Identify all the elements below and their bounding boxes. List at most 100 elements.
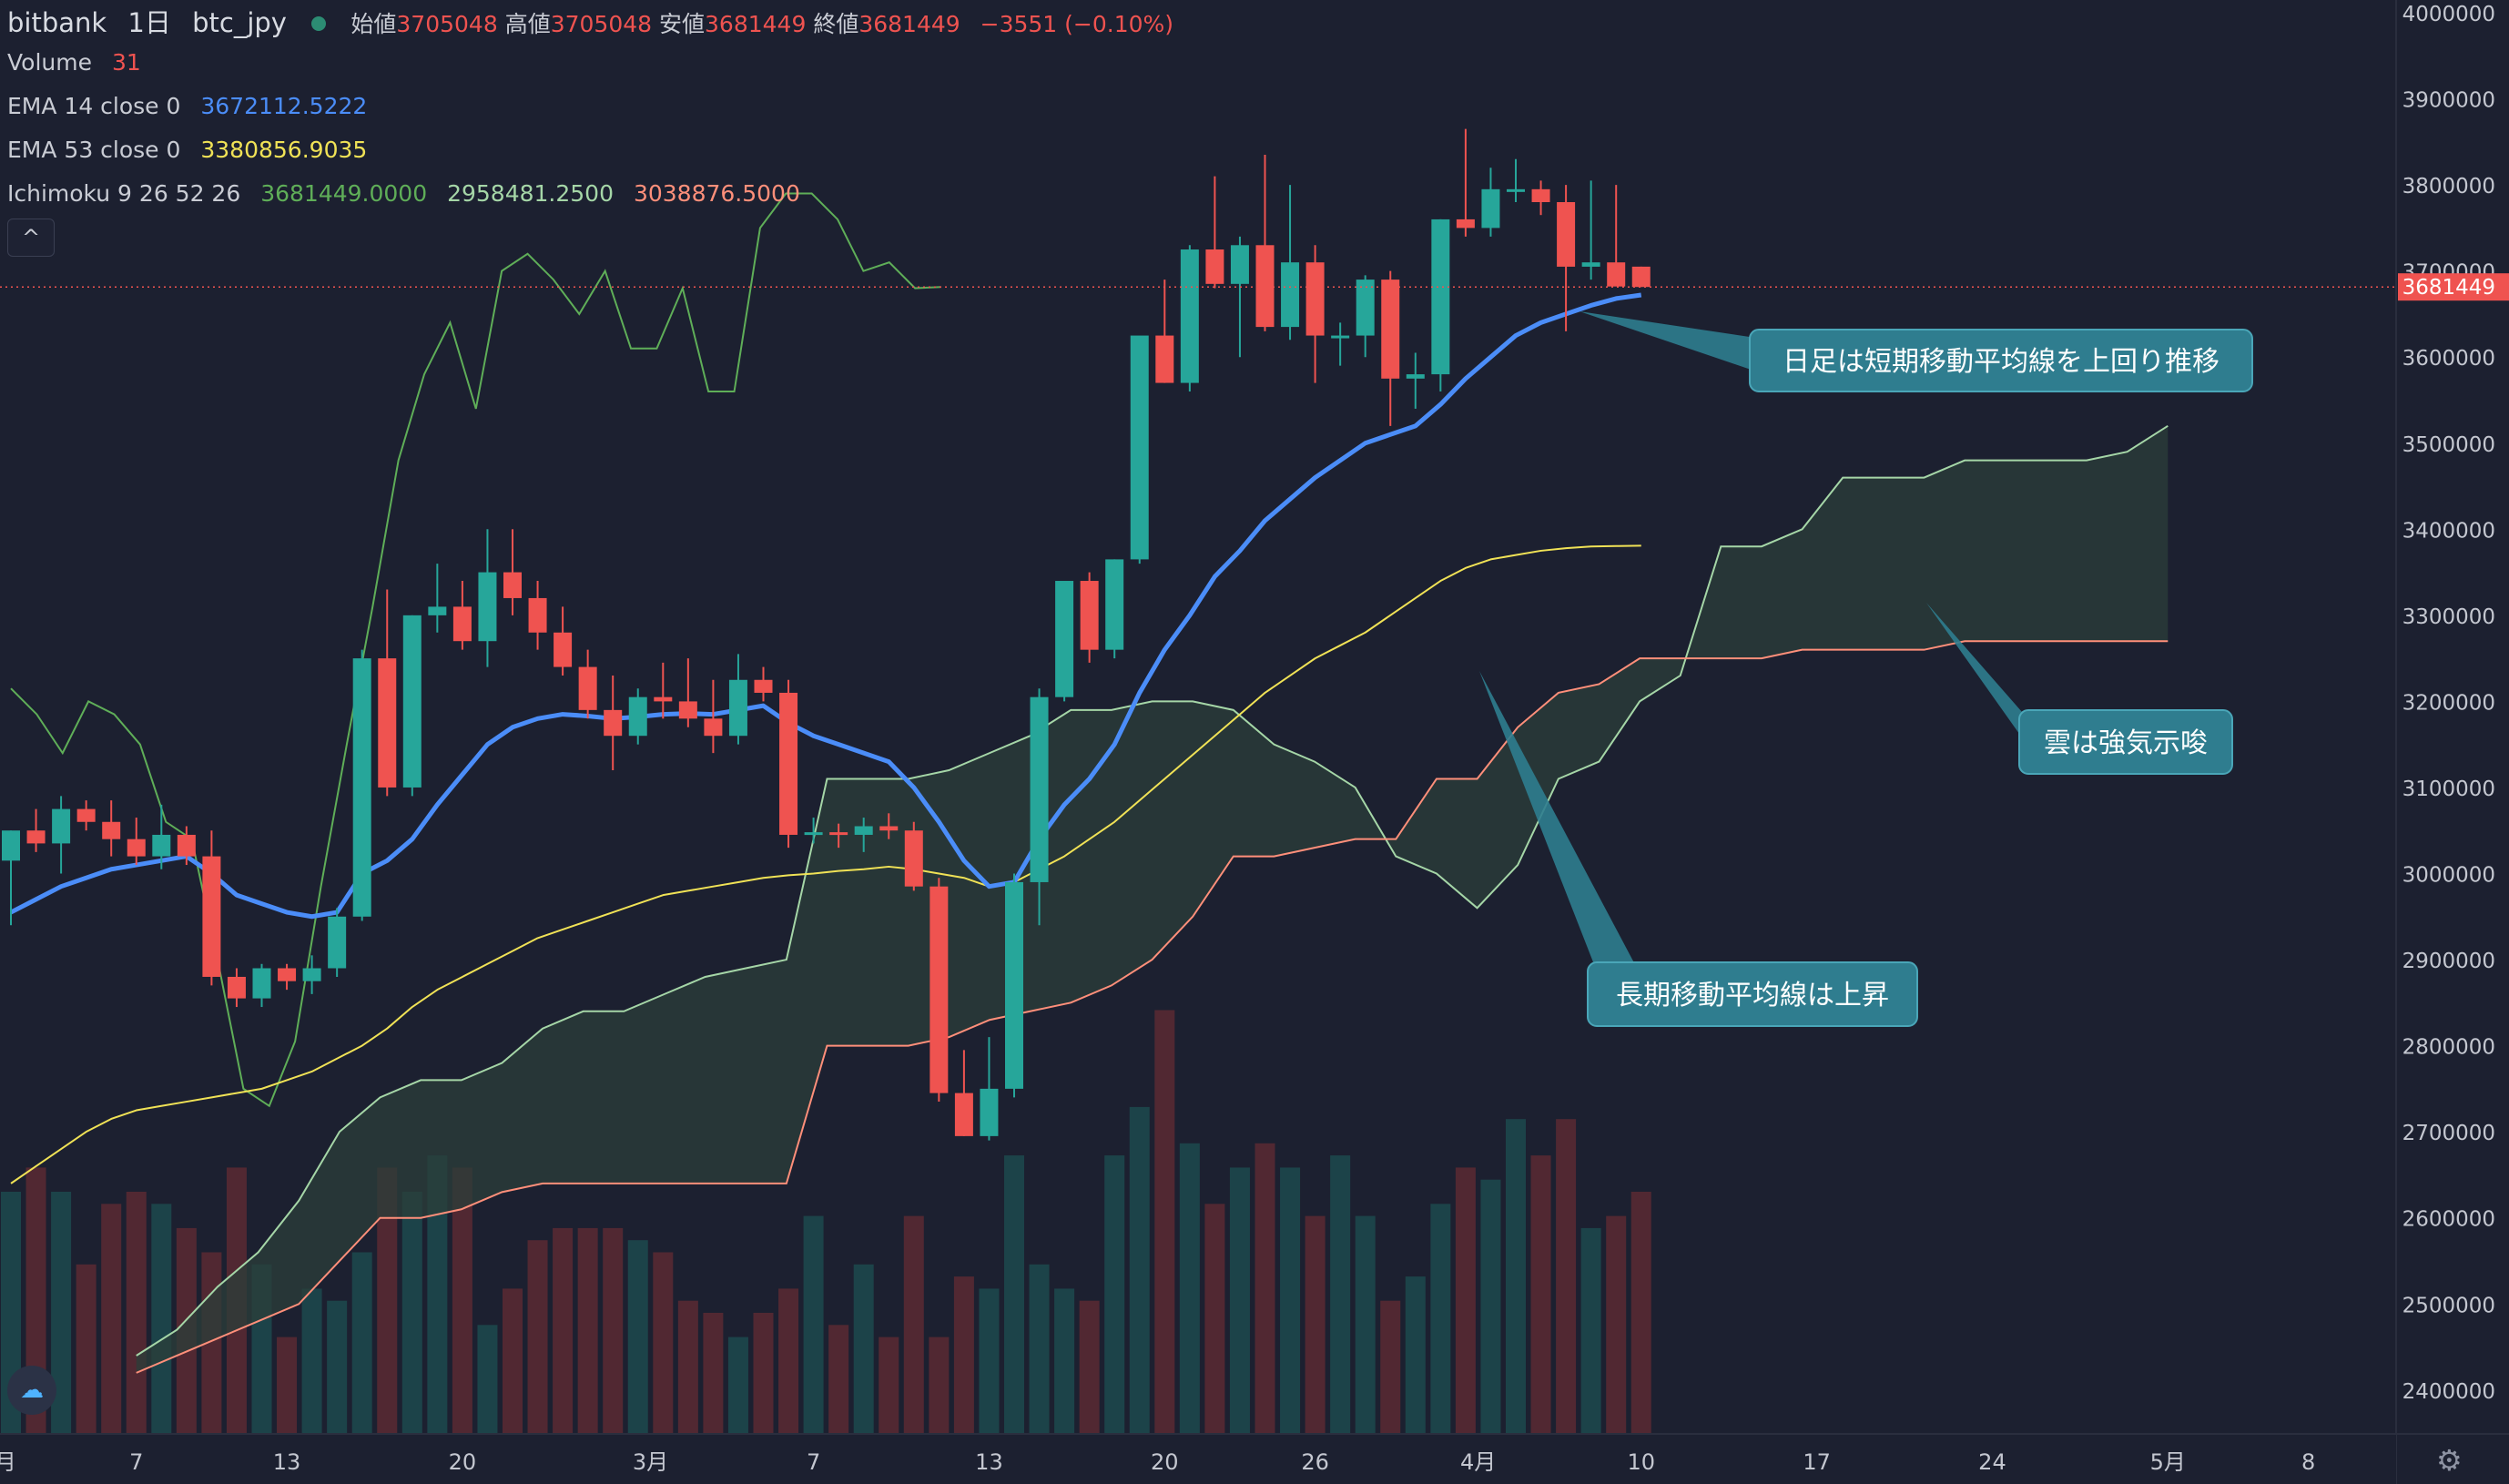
volume-bar	[126, 1192, 147, 1434]
candle-body	[76, 808, 96, 822]
candle-body	[252, 968, 271, 999]
candle-body	[328, 916, 347, 969]
volume-bar	[151, 1204, 172, 1434]
exchange-name[interactable]: bitbank	[7, 7, 107, 38]
time-tick-label: 10	[1627, 1449, 1655, 1475]
volume-bar	[51, 1192, 72, 1434]
time-tick-label: 20	[449, 1449, 477, 1475]
candlesticks[interactable]	[2, 128, 1651, 1141]
price-tick-label: 3600000	[2402, 347, 2495, 371]
collapse-legend-button[interactable]: ^	[7, 219, 55, 257]
volume-bar	[677, 1300, 698, 1434]
volume-bar	[452, 1167, 472, 1434]
callout-pointer	[1479, 671, 1639, 971]
candle-body	[1531, 188, 1550, 203]
low-value: 3681449	[705, 11, 807, 37]
candle-body	[452, 606, 472, 642]
volume-bar	[577, 1227, 598, 1434]
volume-bar	[1029, 1264, 1050, 1434]
volume-bar	[953, 1276, 974, 1434]
candle-body	[478, 572, 497, 642]
time-tick-label: 26	[1301, 1449, 1329, 1475]
ichimoku-value-3: 3038876.5000	[633, 180, 800, 207]
candle-body	[1255, 245, 1275, 328]
open-label: 始値	[350, 11, 397, 37]
price-tick-label: 3300000	[2402, 605, 2495, 629]
volume-bar	[1455, 1167, 1476, 1434]
cloud-logo-icon[interactable]: ☁	[7, 1366, 56, 1415]
volume-bar	[903, 1215, 924, 1434]
candle-body	[804, 832, 823, 836]
interval[interactable]: 1日	[127, 7, 171, 38]
candle-body	[402, 615, 422, 788]
candle-body	[352, 658, 371, 917]
ichimoku-legend[interactable]: Ichimoku 9 26 52 26 3681449.0000 2958481…	[7, 180, 800, 207]
candle-body	[578, 666, 597, 710]
candle-body	[1607, 262, 1626, 287]
callout-box	[2018, 709, 2233, 775]
volume-bars	[1, 1010, 1651, 1434]
senkou-span-a	[136, 424, 2169, 1357]
volume-bar	[1606, 1215, 1627, 1434]
ema14-legend[interactable]: EMA 14 close 0 3672112.5222	[7, 93, 367, 119]
time-tick-label: 13	[975, 1449, 1003, 1475]
time-tick-label: 5月	[2150, 1449, 2186, 1475]
gear-icon[interactable]: ⚙	[2436, 1443, 2463, 1478]
candle-body	[227, 976, 246, 999]
price-tick-label: 3100000	[2402, 778, 2495, 801]
time-tick-label: 24	[1978, 1449, 2006, 1475]
candle-body	[704, 718, 723, 737]
candle-body	[628, 696, 647, 737]
volume-bar	[929, 1337, 950, 1434]
ema53-value: 3380856.9035	[200, 137, 368, 163]
time-tick-label: 20	[1151, 1449, 1179, 1475]
candle-body	[1456, 219, 1475, 229]
candle-body	[1105, 559, 1124, 650]
candle-body	[678, 701, 697, 719]
candle-body	[1205, 249, 1224, 284]
candle-body	[1005, 881, 1023, 1089]
candle-body	[980, 1088, 999, 1136]
candle-body	[278, 968, 297, 981]
candle-body	[1130, 335, 1149, 560]
time-tick-label: 3月	[633, 1449, 668, 1475]
volume-bar	[778, 1288, 799, 1434]
candle-body	[503, 572, 522, 598]
volume-bar	[553, 1227, 574, 1434]
candle-body	[302, 968, 321, 981]
candle-body	[102, 821, 121, 839]
time-tick-label: 4月	[1460, 1449, 1496, 1475]
close-value: 3681449	[858, 11, 960, 37]
price-tick-label: 3900000	[2402, 89, 2495, 113]
volume-bar	[627, 1240, 648, 1434]
price-tick-label: 3500000	[2402, 433, 2495, 457]
volume-legend[interactable]: Volume 31	[7, 49, 141, 76]
ichimoku-cloud	[136, 424, 2169, 1374]
candle-body	[904, 830, 923, 887]
close-label: 終値	[813, 11, 859, 37]
time-tick-label: 2月	[0, 1449, 16, 1475]
ema14-line	[9, 292, 1642, 920]
cloud-fill	[136, 425, 2169, 1373]
symbol-name[interactable]: btc_jpy	[192, 7, 287, 38]
candle-body	[378, 658, 397, 788]
price-tick-label: 3400000	[2402, 519, 2495, 543]
volume-label: Volume	[7, 49, 92, 76]
candle-body	[1431, 219, 1450, 375]
candle-body	[1356, 280, 1375, 336]
candle-body	[1631, 266, 1651, 288]
price-tick-label: 3000000	[2402, 864, 2495, 888]
candle-body	[604, 709, 623, 737]
volume-bar	[753, 1313, 774, 1434]
volume-bar	[277, 1337, 298, 1434]
volume-bar	[1556, 1119, 1577, 1434]
volume-bar	[1330, 1155, 1351, 1434]
time-tick-label: 7	[807, 1449, 820, 1475]
candle-body	[26, 830, 46, 844]
ema53-legend[interactable]: EMA 53 close 0 3380856.9035	[7, 137, 367, 163]
ichimoku-label: Ichimoku 9 26 52 26	[7, 180, 241, 207]
volume-bar	[76, 1264, 96, 1434]
volume-bar	[101, 1204, 122, 1434]
